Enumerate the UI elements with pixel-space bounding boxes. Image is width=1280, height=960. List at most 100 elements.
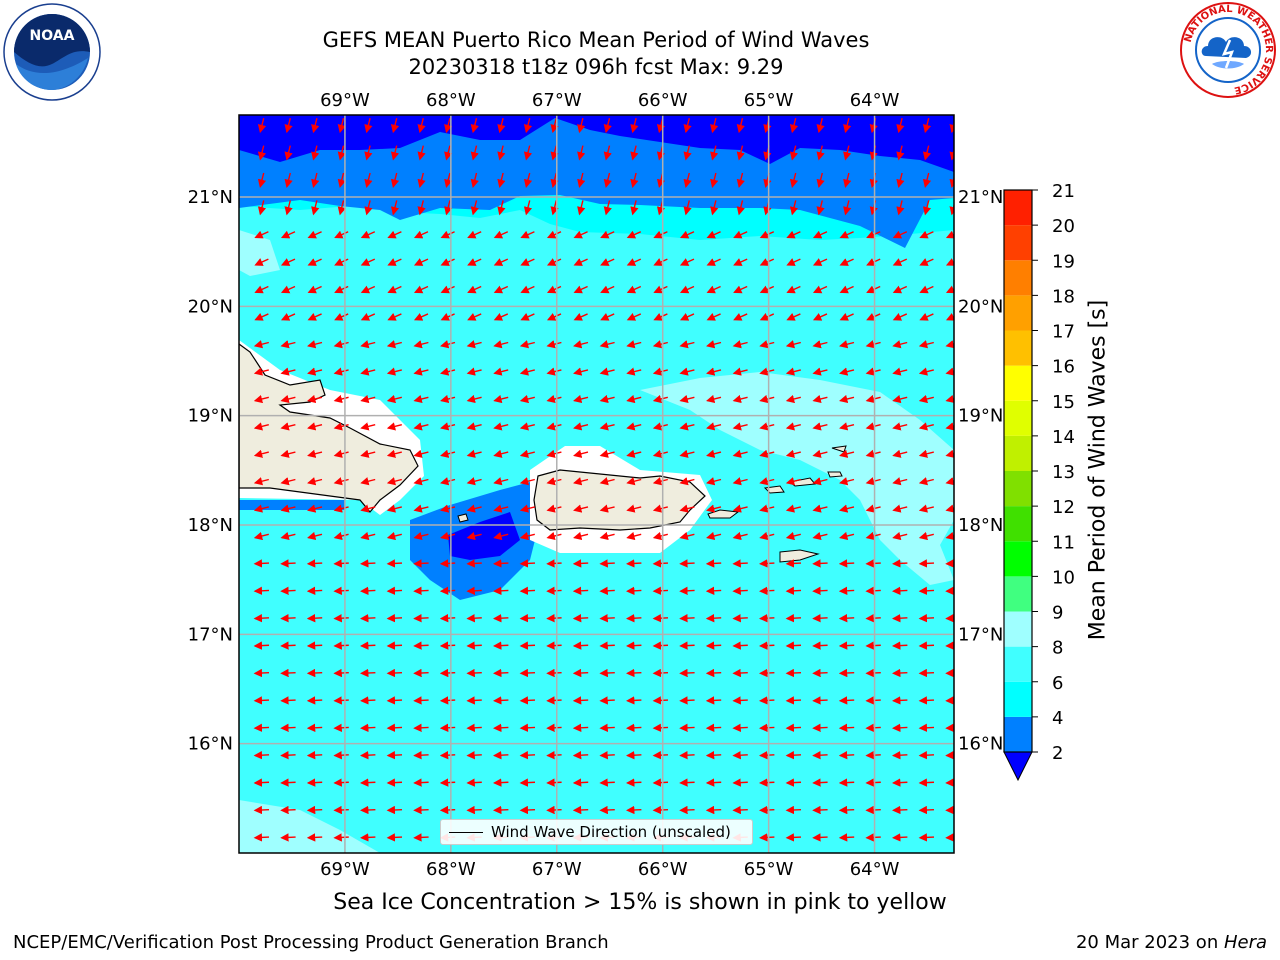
wind-vector-243 <box>253 367 269 376</box>
wind-vector-608 <box>626 723 642 732</box>
wind-vector-371 <box>785 477 801 486</box>
wind-vector-378 <box>253 504 269 513</box>
wind-vector-401 <box>865 504 881 513</box>
wind-vector-380 <box>307 504 323 513</box>
wind-vector-473 <box>626 586 642 595</box>
x-tick-bottom-2: 67°W <box>532 859 582 880</box>
x-tick-bottom-1: 68°W <box>426 859 476 880</box>
wind-vector-234 <box>732 340 748 349</box>
wind-vector-651 <box>333 778 349 787</box>
wind-vector-411 <box>413 531 429 541</box>
wind-vector-552 <box>572 668 589 678</box>
wind-vector-351 <box>253 477 269 486</box>
wind-vector-287 <box>706 394 722 404</box>
wind-vector-110 <box>307 230 322 239</box>
wind-vector-679 <box>360 805 376 815</box>
wind-vector-157 <box>839 258 854 266</box>
wind-vector-472 <box>599 586 615 595</box>
wind-vector-156 <box>812 258 828 266</box>
wind-vector-689 <box>626 805 642 815</box>
wind-vector-307 <box>519 422 535 431</box>
wind-vector-194 <box>387 312 402 321</box>
wind-vector-95 <box>630 200 639 216</box>
wind-vector-61 <box>444 172 453 188</box>
wind-vector-376 <box>918 477 934 486</box>
wind-vector-673 <box>918 778 935 787</box>
field-band-8-9s-nw <box>239 230 280 276</box>
wind-vector-441 <box>493 559 509 568</box>
y-tick-right-5: 16°N <box>958 734 1003 755</box>
wind-vector-685 <box>519 805 536 815</box>
wind-vector-605 <box>546 723 562 732</box>
wind-vector-149 <box>626 258 642 266</box>
wind-vector-202 <box>600 312 615 321</box>
wind-vector-13 <box>603 118 612 134</box>
wind-vector-32 <box>390 145 400 161</box>
wind-vector-103 <box>843 200 852 216</box>
colorbar-segment-3 <box>1004 611 1032 647</box>
wind-vector-489 <box>333 614 349 623</box>
wind-vector-677 <box>306 805 323 815</box>
wind-vector-208 <box>759 312 775 321</box>
wind-vector-692 <box>705 805 722 815</box>
wind-vector-498 <box>572 614 589 623</box>
wind-vector-209 <box>786 312 801 321</box>
wind-vector-639 <box>732 751 748 760</box>
wind-vector-465 <box>413 586 429 595</box>
wind-vector-382 <box>360 504 376 513</box>
wind-vector-494 <box>466 614 482 623</box>
wind-vector-327 <box>333 449 349 458</box>
wind-vector-591 <box>892 696 908 705</box>
wind-vector-561 <box>812 668 828 678</box>
wind-vector-446 <box>626 559 642 568</box>
wind-vector-370 <box>759 477 775 486</box>
wind-vector-353 <box>307 477 323 486</box>
wind-vector-249 <box>413 367 429 376</box>
wind-vector-436 <box>360 559 376 568</box>
noaa-logo: NOAA <box>2 2 102 102</box>
wind-vector-623 <box>306 751 323 760</box>
wind-vector-196 <box>440 312 455 321</box>
wind-vector-454 <box>838 559 855 568</box>
wind-vector-501 <box>652 614 669 623</box>
legend-label: Wind Wave Direction (unscaled) <box>491 823 731 841</box>
wind-vector-415 <box>519 531 535 541</box>
wind-vector-309 <box>573 422 589 431</box>
y-tick-right-3: 18°N <box>958 515 1003 536</box>
wind-vector-89 <box>470 200 479 216</box>
colorbar-segment-6 <box>1004 506 1032 542</box>
wind-vector-471 <box>572 586 589 595</box>
wind-vector-169 <box>440 285 455 294</box>
wind-vector-313 <box>679 422 695 431</box>
wind-vector-135 <box>254 258 269 266</box>
wind-vector-39 <box>577 145 586 161</box>
wind-vector-480 <box>812 586 828 595</box>
wind-vector-571 <box>360 696 376 705</box>
wind-vector-298 <box>280 422 296 431</box>
wind-vector-175 <box>600 285 615 294</box>
colorbar-segment-0 <box>1004 716 1032 752</box>
wind-vector-76 <box>843 172 852 188</box>
wind-vector-536 <box>865 641 881 650</box>
wind-vector-182 <box>786 285 801 294</box>
colorbar-tick-label-1: 4 <box>1052 708 1063 729</box>
wind-vector-595 <box>280 723 296 732</box>
wind-vector-44 <box>710 145 719 161</box>
wind-vector-396 <box>732 504 748 513</box>
wind-vector-613 <box>759 723 775 732</box>
wind-vector-504 <box>732 614 748 623</box>
wind-vector-369 <box>732 477 748 486</box>
wind-vector-671 <box>865 778 881 787</box>
wind-vector-507 <box>812 614 828 623</box>
wind-vector-523 <box>519 641 536 650</box>
colorbar-segment-14 <box>1004 225 1032 261</box>
credit-date: 20 Mar 2023 on Hera <box>1076 932 1267 953</box>
wind-vector-656 <box>466 778 482 787</box>
wind-vector-235 <box>759 340 775 349</box>
wind-vector-17 <box>710 118 719 134</box>
wind-vector-610 <box>679 723 695 732</box>
colorbar-tick-label-12: 17 <box>1052 322 1075 343</box>
wind-vector-295 <box>918 394 934 404</box>
wind-vector-669 <box>812 778 828 787</box>
wind-vector-275 <box>386 394 402 404</box>
